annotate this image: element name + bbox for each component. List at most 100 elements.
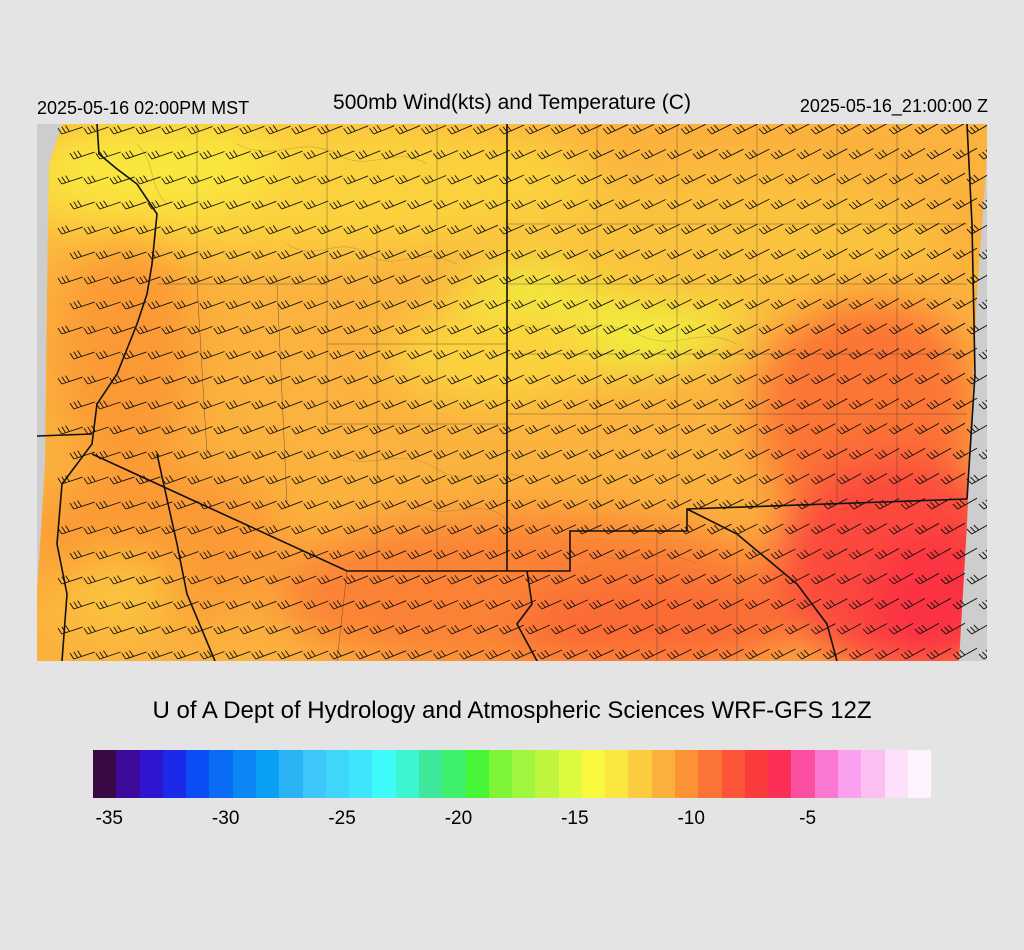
wind-barb xyxy=(147,350,173,360)
wind-barb xyxy=(135,525,161,535)
wind-barb xyxy=(225,400,251,410)
wind-barb xyxy=(914,172,940,185)
wind-barb xyxy=(317,125,343,135)
wind-barb xyxy=(900,498,926,510)
colorbar-swatch xyxy=(349,750,373,798)
wind-barb xyxy=(369,475,395,485)
wind-barb xyxy=(381,300,407,310)
wind-barb xyxy=(952,647,978,660)
wind-barb xyxy=(395,375,421,385)
wind-barb xyxy=(940,222,966,235)
wind-barb xyxy=(562,199,588,210)
wind-barb xyxy=(317,625,343,635)
wind-barb xyxy=(395,425,421,435)
wind-barb xyxy=(225,350,251,360)
wind-barb xyxy=(926,547,952,560)
wind-barb xyxy=(602,624,628,635)
wind-barb xyxy=(511,399,537,410)
wind-barb xyxy=(239,175,265,185)
wind-barb xyxy=(291,475,317,485)
wind-barb xyxy=(199,400,225,410)
wind-barb xyxy=(537,499,563,510)
wind-barb xyxy=(147,600,173,610)
wind-barb xyxy=(940,372,966,385)
wind-barb xyxy=(692,448,718,460)
wind-barb xyxy=(57,275,83,285)
wind-barb xyxy=(614,299,640,310)
wind-barb xyxy=(381,650,407,660)
wind-barb xyxy=(329,250,355,260)
wind-barb xyxy=(640,349,666,360)
wind-barb xyxy=(628,324,654,335)
wind-barb xyxy=(473,124,499,135)
wind-barb xyxy=(732,523,758,535)
wind-barb xyxy=(900,598,926,610)
wind-barb xyxy=(135,225,161,235)
wind-barb xyxy=(135,275,161,285)
wind-barb xyxy=(525,274,551,285)
wind-barb xyxy=(640,549,666,560)
wind-barb xyxy=(473,374,499,385)
wind-barb xyxy=(926,597,952,610)
wind-barb xyxy=(718,348,744,360)
wind-barb xyxy=(239,225,265,235)
wind-barb xyxy=(277,500,303,510)
wind-barb xyxy=(473,524,499,535)
wind-barb xyxy=(277,600,303,610)
wind-barb xyxy=(421,575,447,585)
wind-barb xyxy=(433,300,459,310)
wind-barb xyxy=(395,625,421,635)
wind-barb xyxy=(796,448,822,460)
wind-barb xyxy=(718,248,744,260)
wind-barb xyxy=(187,175,213,185)
wind-barb xyxy=(57,325,83,335)
wind-barb xyxy=(433,600,459,610)
wind-barb xyxy=(874,248,900,260)
wind-barb xyxy=(926,497,952,510)
wind-barb xyxy=(161,275,187,285)
wind-barb xyxy=(862,223,888,235)
wind-barb xyxy=(862,123,888,135)
colorbar-swatch xyxy=(581,750,606,798)
wind-barb xyxy=(251,150,277,160)
wind-barb xyxy=(562,249,588,260)
wind-barb xyxy=(69,250,95,260)
wind-barb xyxy=(459,249,485,260)
wind-barb xyxy=(562,549,588,560)
wind-barb xyxy=(329,150,355,160)
wind-barb xyxy=(744,648,770,660)
wind-barb xyxy=(796,648,822,660)
wind-barb xyxy=(57,425,83,435)
wind-barb xyxy=(706,123,732,135)
wind-barb xyxy=(199,650,225,660)
wind-barb xyxy=(562,399,588,410)
wind-barb xyxy=(421,475,447,485)
colorbar-tick-label: -35 xyxy=(95,808,123,829)
wind-barb xyxy=(381,200,407,210)
wind-barb xyxy=(485,349,511,360)
wind-barb xyxy=(966,272,992,285)
wind-barb xyxy=(718,548,744,560)
wind-barb xyxy=(888,473,914,485)
wind-barb xyxy=(303,350,329,360)
wind-barb xyxy=(83,575,109,585)
wind-barb xyxy=(874,648,900,660)
wind-barb xyxy=(810,473,836,485)
wind-barb xyxy=(706,623,732,635)
wind-barb xyxy=(537,599,563,610)
wind-barb xyxy=(135,325,161,335)
wind-barb xyxy=(732,223,758,235)
wind-barb xyxy=(758,223,784,235)
wind-barb xyxy=(900,348,926,360)
wind-barb xyxy=(303,450,329,460)
wind-barb xyxy=(666,648,692,660)
wind-barb xyxy=(407,600,433,610)
wind-barb xyxy=(343,575,369,585)
wind-barb xyxy=(317,225,343,235)
wind-barb xyxy=(329,450,355,460)
wind-barb xyxy=(277,200,303,210)
wind-barb xyxy=(485,599,511,610)
wind-barb xyxy=(562,299,588,310)
wind-barb xyxy=(796,398,822,410)
wind-barb xyxy=(602,124,628,135)
